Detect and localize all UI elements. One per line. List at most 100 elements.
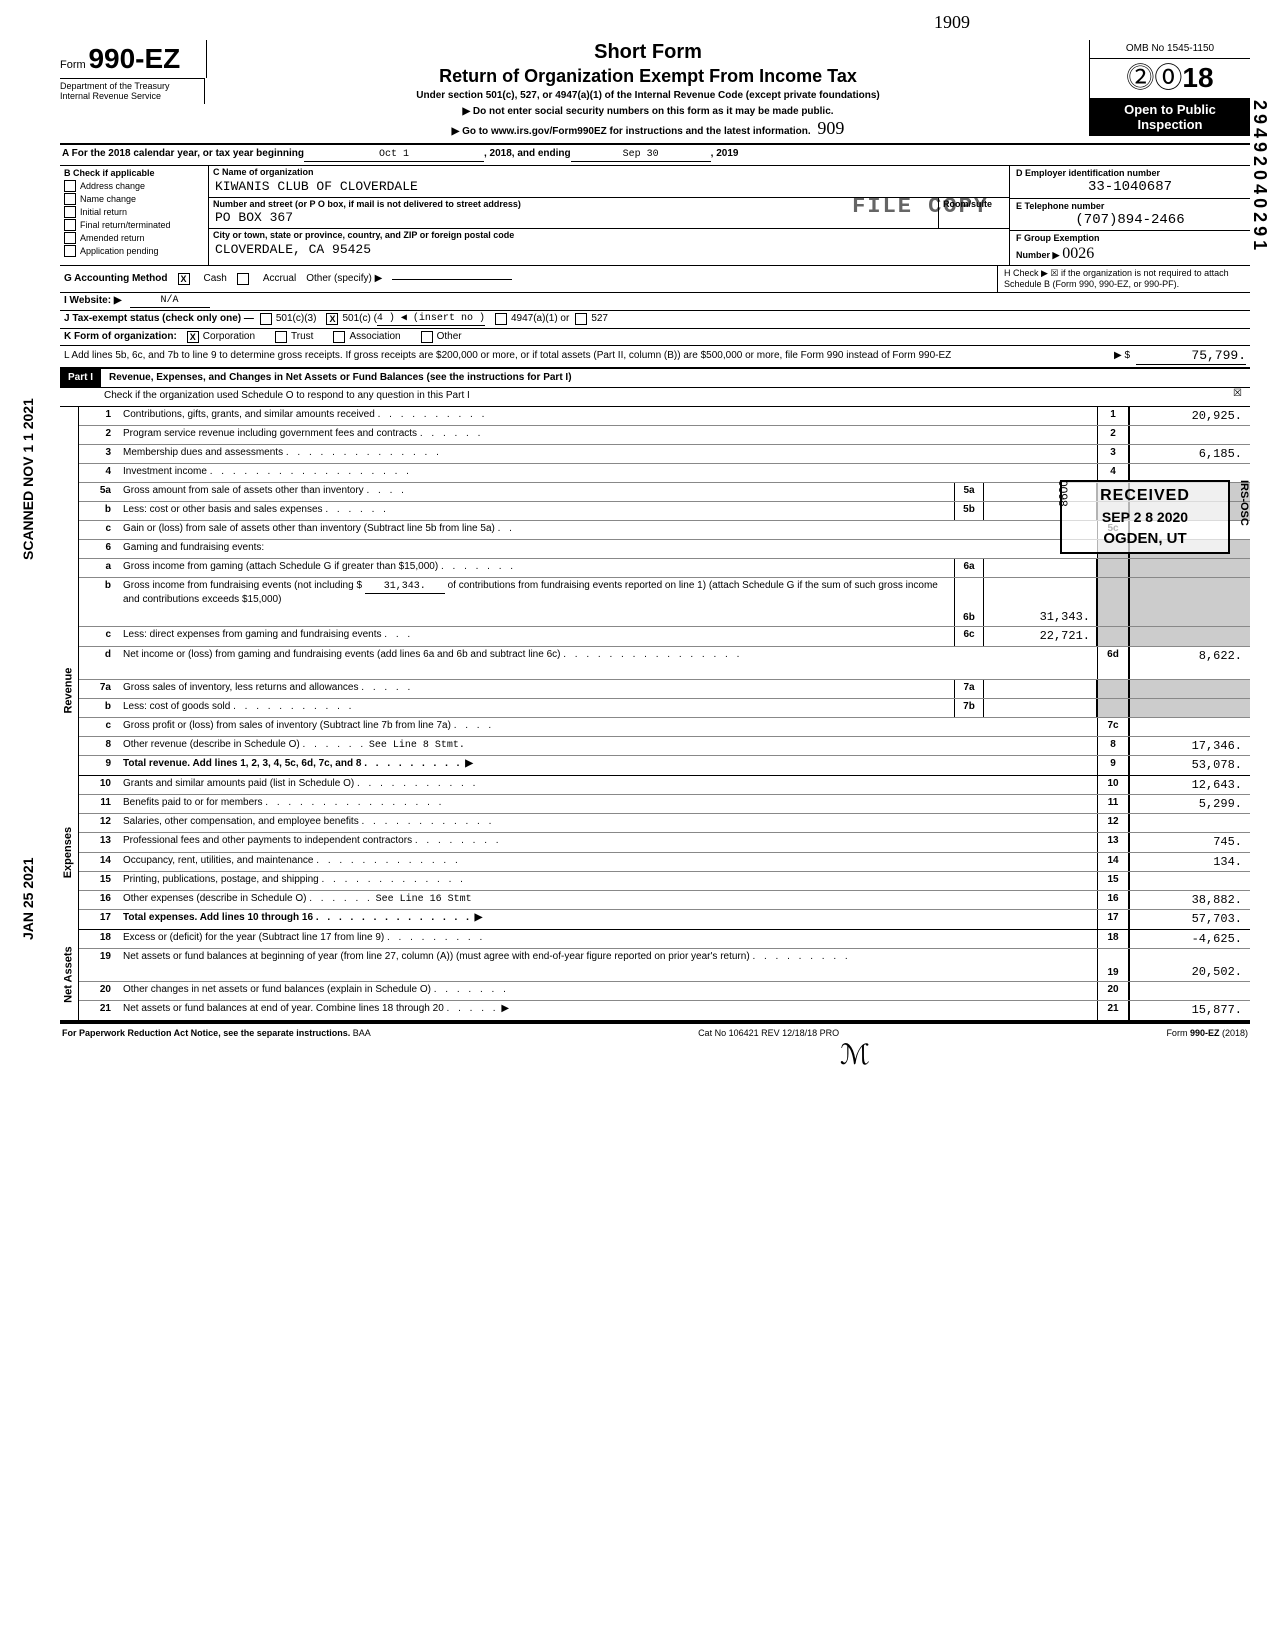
chk-trust[interactable] [275, 331, 287, 343]
k-label: K Form of organization: [64, 331, 177, 343]
lbl-other-org: Other [437, 331, 462, 343]
g-label: G Accounting Method [64, 273, 168, 285]
lbl-4947: 4947(a)(1) or [511, 313, 569, 325]
e-label: E Telephone number [1016, 201, 1244, 212]
open-public-2: Inspection [1092, 117, 1248, 133]
l5b-text: Less: cost or other basis and sales expe… [123, 504, 323, 515]
chk-amended[interactable] [64, 232, 76, 244]
l18-text: Excess or (deficit) for the year (Subtra… [123, 932, 384, 943]
c-street-value: PO BOX 367 [209, 210, 938, 229]
l-text: L Add lines 5b, 6c, and 7b to line 9 to … [64, 350, 1108, 362]
chk-accrual[interactable] [237, 273, 249, 285]
row-a-mid: , 2018, and ending [484, 148, 571, 160]
l12-text: Salaries, other compensation, and employ… [123, 816, 359, 827]
lbl-other-method: Other (specify) ▶ [306, 273, 382, 285]
l11-amt: 5,299. [1129, 795, 1250, 813]
chk-initial[interactable] [64, 206, 76, 218]
j-insert: 4 ) ◀ (insert no ) [377, 313, 485, 326]
short-form-title: Short Form [215, 40, 1081, 64]
l6b-mamt: 31,343. [984, 578, 1097, 626]
chk-final[interactable] [64, 219, 76, 231]
stamp-code: 0098 [1056, 480, 1070, 507]
l2-text: Program service revenue including govern… [123, 428, 417, 439]
chk-501c3[interactable] [260, 313, 272, 325]
chk-cash[interactable]: X [178, 273, 190, 285]
part1-check-o: Check if the organization used Schedule … [100, 388, 1233, 406]
l9-amt: 53,078. [1129, 756, 1250, 774]
l4-text: Investment income [123, 466, 207, 477]
chk-name[interactable] [64, 193, 76, 205]
l6a-text: Gross income from gaming (attach Schedul… [123, 561, 438, 572]
footer-baa: BAA [353, 1028, 371, 1038]
l6c-text: Less: direct expenses from gaming and fu… [123, 629, 381, 640]
i-label: I Website: ▶ [64, 295, 122, 307]
c-city-value: CLOVERDALE, CA 95425 [209, 242, 1009, 260]
lbl-assoc: Association [349, 331, 400, 343]
l-arrow: ▶ $ [1108, 350, 1136, 362]
side-expenses: Expenses [62, 827, 75, 878]
c-name-label: C Name of organization [209, 166, 1009, 179]
l19-amt: 20,502. [1129, 949, 1250, 981]
form-number: 990-EZ [88, 43, 180, 74]
l5a-text: Gross amount from sale of assets other t… [123, 485, 364, 496]
f-label2: Number ▶ [1016, 250, 1059, 260]
part1-badge: Part I [60, 369, 101, 387]
j-label: J Tax-exempt status (check only one) — [64, 313, 254, 325]
c-street-label: Number and street (or P O box, if mail i… [209, 198, 938, 211]
chk-other-org[interactable] [421, 331, 433, 343]
l1-amt: 20,925. [1129, 407, 1250, 425]
scanned-stamp: SCANNED NOV 1 1 2021 [20, 398, 37, 560]
l19-text: Net assets or fund balances at beginning… [123, 951, 750, 962]
l13-text: Professional fees and other payments to … [123, 835, 412, 846]
lbl-501c: 501(c) ( [342, 313, 376, 325]
received-stamp: RECEIVED SEP 2 8 2020 OGDEN, UT [1060, 480, 1230, 554]
l6b-contrib: 31,343. [365, 581, 445, 594]
dept-treasury: Department of the Treasury [60, 81, 200, 92]
lbl-trust: Trust [291, 331, 313, 343]
row-a-end-month: Sep 30 [571, 149, 711, 162]
lbl-accrual: Accrual [263, 273, 296, 285]
part1-check-o-mark: ☒ [1233, 388, 1250, 406]
d-value: 33-1040687 [1016, 179, 1244, 196]
chk-527[interactable] [575, 313, 587, 325]
row-a-end-year: , 2019 [711, 148, 739, 160]
lbl-amended: Amended return [80, 233, 145, 244]
chk-4947[interactable] [495, 313, 507, 325]
goto-note: ▶ Go to www.irs.gov/Form990EZ for instru… [452, 126, 811, 138]
l11-text: Benefits paid to or for members [123, 797, 263, 808]
irs-osc-stamp: IRS-OSC [1237, 480, 1250, 526]
chk-pending[interactable] [64, 245, 76, 257]
col-b-header: B Check if applicable [64, 168, 204, 179]
l1-text: Contributions, gifts, grants, and simila… [123, 409, 375, 420]
lbl-527: 527 [591, 313, 608, 325]
e-value: (707)894-2466 [1016, 212, 1244, 229]
chk-address[interactable] [64, 180, 76, 192]
footer-mid: Cat No 106421 REV 12/18/18 PRO [698, 1028, 839, 1039]
side-netassets: Net Assets [62, 947, 75, 1003]
h-text: H Check ▶ ☒ if the organization is not r… [997, 266, 1250, 292]
footer-right: Form 990-EZ (2018) [1166, 1028, 1248, 1039]
l13-amt: 745. [1129, 833, 1250, 851]
l21-text: Net assets or fund balances at end of ye… [123, 1003, 444, 1014]
lbl-corp: Corporation [203, 331, 255, 343]
l16-text: Other expenses (describe in Schedule O) [123, 893, 306, 904]
jan-stamp: JAN 25 2021 [20, 857, 37, 940]
l14-text: Occupancy, rent, utilities, and maintena… [123, 855, 313, 866]
l17-amt: 57,703. [1129, 910, 1250, 928]
l-value: 75,799. [1136, 348, 1246, 365]
l2-amt [1129, 426, 1250, 444]
l8-text: Other revenue (describe in Schedule O) [123, 739, 300, 750]
subtitle: Under section 501(c), 527, or 4947(a)(1)… [215, 90, 1081, 102]
lbl-cash: Cash [204, 273, 227, 285]
l10-text: Grants and similar amounts paid (list in… [123, 778, 354, 789]
chk-501c[interactable]: X [326, 313, 338, 325]
l8-note: See Line 8 Stmt. [369, 740, 465, 751]
tax-year: ⓶⓪201818 [1090, 59, 1250, 99]
lbl-initial: Initial return [80, 207, 127, 218]
chk-corp[interactable]: X [187, 331, 199, 343]
l5c-text: Gain or (loss) from sale of assets other… [123, 523, 495, 534]
l17-text: Total expenses. Add lines 10 through 16 [123, 912, 313, 923]
open-public-1: Open to Public [1092, 102, 1248, 118]
f-label: F Group Exemption [1016, 233, 1244, 244]
chk-assoc[interactable] [333, 331, 345, 343]
